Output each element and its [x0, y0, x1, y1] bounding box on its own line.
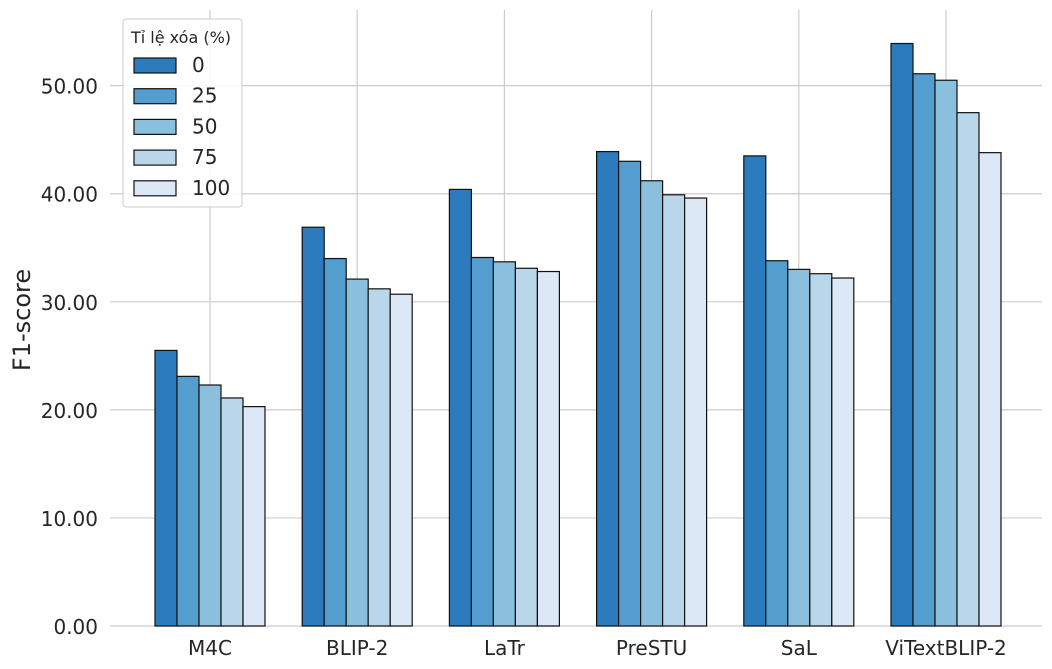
bar-blip-2-25	[323, 257, 347, 627]
legend-title: Tỉ lệ xóa (%)	[130, 28, 231, 47]
x-tick-label: M4C	[188, 636, 232, 660]
legend: Tỉ lệ xóa (%) 0 25 50 75 100	[122, 18, 243, 208]
legend-swatch	[133, 118, 177, 136]
y-tick-label: 0.00	[53, 615, 98, 639]
bar-blip-2-75	[367, 288, 391, 627]
bar-latr-0	[448, 188, 472, 627]
x-tick-label: PreSTU	[616, 636, 687, 660]
bar-sal-75	[809, 273, 833, 627]
legend-items: 0 25 50 75 100	[133, 53, 230, 200]
bar-blip-2-100	[389, 293, 413, 627]
bar-blip-2-50	[345, 278, 369, 627]
bar-prestu-25	[617, 160, 642, 627]
bar-vitextblip-2-75	[956, 112, 980, 627]
y-tick-label: 10.00	[41, 507, 98, 531]
bar-m4c-0	[154, 349, 178, 627]
bar-vitextblip-2-100	[978, 152, 1002, 627]
bar-m4c-75	[220, 397, 244, 627]
legend-swatch	[133, 149, 177, 166]
legend-swatch	[133, 180, 177, 197]
legend-label: 50	[192, 114, 217, 138]
bar-vitextblip-2-50	[934, 79, 958, 627]
bar-latr-75	[514, 267, 539, 627]
bar-latr-50	[492, 261, 516, 627]
legend-swatch	[133, 57, 177, 74]
x-tick-label: BLIP-2	[326, 636, 388, 660]
bar-prestu-100	[683, 197, 708, 627]
x-tick-label: LaTr	[484, 636, 526, 660]
bar-m4c-50	[198, 384, 222, 627]
bar-vitextblip-2-0	[890, 42, 914, 627]
legend-label: 0	[192, 53, 205, 77]
bar-sal-0	[743, 155, 767, 627]
x-tick-label: SaL	[781, 636, 818, 660]
bar-prestu-75	[661, 194, 686, 627]
x-tick-label: ViTextBLIP-2	[885, 636, 1007, 660]
bar-latr-25	[470, 256, 494, 627]
bar-prestu-0	[595, 150, 620, 627]
tick-labels: 0.00 10.00 20.00 30.00 40.00 50.00 M4C BLIP-2 La…	[41, 75, 1007, 660]
bar-m4c-25	[176, 375, 200, 627]
legend-label: 75	[192, 145, 217, 169]
bar-sal-25	[765, 260, 789, 627]
bars	[154, 42, 1002, 627]
bar-prestu-50	[639, 180, 664, 627]
legend-swatch	[133, 88, 177, 105]
bar-latr-100	[536, 270, 561, 627]
y-axis-label: F1-score	[8, 269, 36, 371]
legend-label: 100	[192, 176, 230, 200]
bar-m4c-100	[242, 406, 266, 627]
legend-label: 25	[192, 84, 217, 108]
y-tick-label: 40.00	[41, 183, 98, 207]
y-tick-label: 20.00	[41, 399, 98, 423]
bar-vitextblip-2-25	[912, 73, 936, 627]
bar-sal-50	[787, 268, 811, 627]
y-tick-label: 50.00	[41, 75, 98, 99]
y-tick-label: 30.00	[41, 291, 98, 315]
bar-sal-100	[831, 277, 855, 627]
bar-blip-2-0	[301, 226, 325, 627]
